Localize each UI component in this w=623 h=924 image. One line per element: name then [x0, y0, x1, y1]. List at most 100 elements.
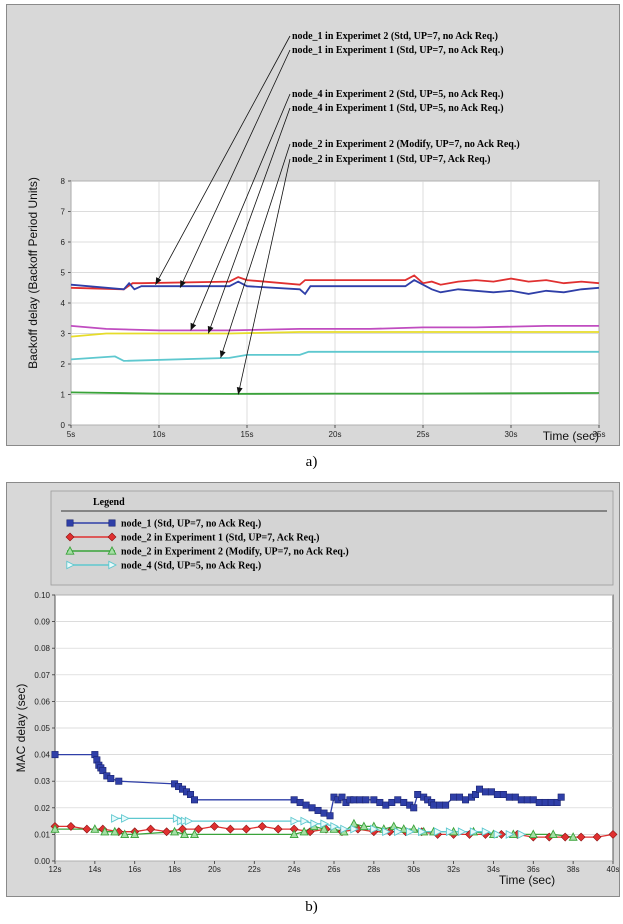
series-point-b-0 — [296, 798, 304, 806]
y-tick-label-a: 0 — [61, 421, 66, 430]
y-tick-label-b: 0.08 — [34, 644, 50, 653]
series-point-b-3 — [111, 814, 120, 823]
series-point-b-0 — [400, 798, 408, 806]
series-point-b-0 — [356, 796, 364, 804]
y-tick-label-a: 4 — [61, 299, 66, 308]
annotation-arrowhead — [155, 277, 162, 285]
legend-entry: node_2 in Experiment 1 (Std, UP=7, Ack R… — [121, 533, 319, 544]
y-tick-label-b: 0.10 — [34, 591, 50, 600]
chart-b-svg: Legend node_1 (Std, UP=7, no Ack Req.) nod… — [14, 490, 619, 887]
series-point-b-1 — [257, 821, 267, 831]
series-point-b-2 — [299, 826, 309, 836]
series-point-b-0 — [382, 801, 390, 809]
series-point-b-3 — [350, 824, 359, 834]
series-point-b-0 — [535, 798, 543, 806]
series-point-b-2 — [130, 829, 140, 839]
series-point-b-3 — [445, 827, 455, 837]
legend-marker — [66, 560, 75, 570]
legend-marker — [108, 519, 116, 527]
series-point-b-0 — [511, 793, 519, 801]
series-point-b-3 — [330, 821, 339, 831]
series-point-b-0 — [547, 798, 555, 806]
series-point-b-2 — [110, 826, 120, 836]
series-point-b-0 — [290, 796, 298, 804]
series-point-b-3 — [382, 827, 391, 837]
series-point-b-2 — [100, 826, 110, 836]
y-tick-label-a: 6 — [61, 238, 66, 247]
legend-marker — [108, 560, 117, 570]
series-point-b-2 — [359, 821, 369, 831]
y-tick-label-b: 0.02 — [34, 804, 50, 813]
chart-a-svg: 0 1 2 3 4 5 6 7 8 5s 10s 15s 20s 25s 30s 35s node_1 in E… — [26, 31, 606, 443]
annotation-label: node_2 in Experiment 1 (Std, UP=7, Ack R… — [292, 154, 490, 165]
legend-marker — [107, 532, 117, 542]
series-point-b-3 — [121, 814, 130, 823]
x-tick-label-b: 32s — [447, 865, 460, 874]
series-point-b-3 — [418, 827, 427, 837]
x-tick-label-b: 26s — [328, 865, 341, 874]
y-tick-label-b: 0.03 — [34, 777, 50, 786]
x-tick-label-b: 28s — [367, 865, 380, 874]
series-point-b-1 — [273, 824, 283, 834]
series-point-b-1 — [146, 824, 156, 834]
series-point-b-0 — [326, 812, 334, 820]
annotation-leader — [237, 158, 291, 395]
series-point-b-3 — [394, 827, 403, 837]
y-tick-label-b: 0.01 — [34, 830, 50, 839]
y-tick-label-a: 3 — [61, 330, 66, 339]
series-point-b-0 — [481, 788, 489, 796]
y-tick-label-b: 0.05 — [34, 724, 50, 733]
series-point-b-0 — [187, 790, 195, 798]
series-point-b-1 — [576, 832, 586, 842]
series-point-b-0 — [191, 796, 199, 804]
series-point-b-0 — [350, 796, 358, 804]
series-point-b-0 — [487, 788, 495, 796]
x-tick-label-a: 25s — [417, 430, 430, 439]
series-point-b-3 — [517, 829, 527, 839]
x-tick-label-b: 16s — [128, 865, 141, 874]
series-line-a-5 — [70, 391, 600, 395]
series-point-b-0 — [462, 796, 470, 804]
series-line-a-0 — [70, 274, 600, 291]
series-point-b-3 — [300, 816, 310, 826]
series-point-b-0 — [450, 793, 458, 801]
series-point-b-0 — [436, 801, 444, 809]
series-point-b-1 — [608, 829, 618, 839]
series-point-b-0 — [308, 804, 316, 812]
series-point-b-3 — [481, 827, 491, 837]
y-axis-label-a: Backoff delay (Backoff Period Units) — [26, 177, 40, 369]
x-tick-label-a: 35s — [593, 430, 606, 439]
series-point-b-0 — [362, 796, 370, 804]
x-tick-label-b: 12s — [49, 865, 62, 874]
series-point-b-2 — [120, 829, 130, 839]
series-point-b-1 — [162, 827, 172, 837]
series-point-b-0 — [99, 767, 107, 775]
x-tick-label-b: 36s — [527, 865, 540, 874]
series-point-b-0 — [517, 796, 525, 804]
annotation-label: node_1 in Experimet 2 (Std, UP=7, no Ack… — [292, 31, 498, 42]
series-point-b-0 — [475, 785, 483, 793]
series-point-b-2 — [389, 821, 399, 831]
series-point-b-1 — [560, 832, 570, 842]
y-tick-label-b: 0.04 — [34, 751, 50, 760]
series-line-a-2 — [70, 324, 599, 332]
series-point-b-3 — [406, 827, 415, 837]
legend-entry: node_2 in Experiment 2 (Modify, UP=7, no… — [121, 547, 349, 558]
series-point-b-0 — [410, 804, 418, 812]
series-point-b-1 — [82, 824, 92, 834]
series-point-b-0 — [376, 798, 384, 806]
series-point-b-0 — [541, 798, 549, 806]
series-point-b-1 — [241, 824, 251, 834]
annotation-label: node_4 in Experiment 1 (Std, UP=5, no Ac… — [292, 103, 504, 114]
series-point-b-0 — [338, 793, 346, 801]
series-point-b-3 — [290, 816, 300, 826]
series-point-b-0 — [51, 751, 59, 759]
y-axis-label-b: MAC delay (sec) — [14, 684, 28, 773]
y-tick-label-b: 0.06 — [34, 697, 50, 706]
series-point-b-0 — [394, 796, 402, 804]
series-point-b-0 — [553, 798, 561, 806]
legend-marker — [107, 546, 117, 555]
series-point-b-0 — [314, 806, 322, 814]
series-point-b-0 — [557, 793, 565, 801]
series-point-b-3 — [493, 829, 503, 839]
